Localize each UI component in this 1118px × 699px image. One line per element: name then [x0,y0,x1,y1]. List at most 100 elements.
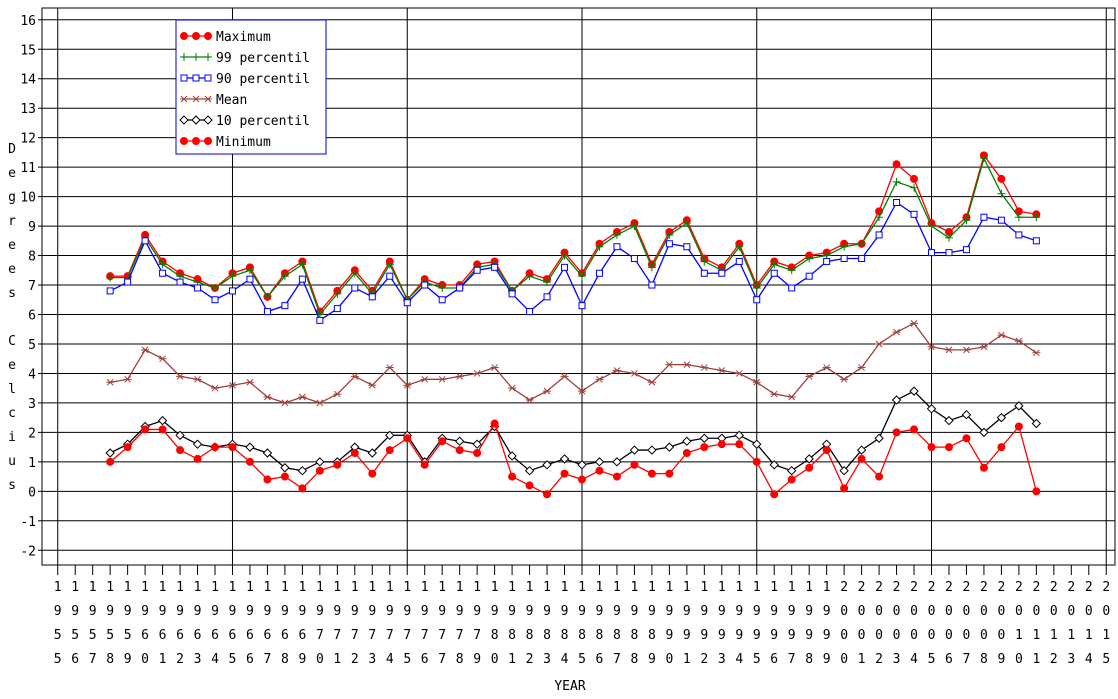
marker [682,449,691,458]
marker [525,272,534,281]
marker [945,249,953,257]
marker [787,393,796,401]
marker [473,266,481,274]
x-tick-label: 2007 [959,580,974,676]
y-tick-label: 1 [28,456,36,471]
marker [298,484,307,493]
marker [735,370,744,377]
x-tick-label: 1980 [487,580,502,676]
marker [559,454,570,464]
marker [297,465,308,476]
legend-box [175,19,327,155]
marker [403,434,412,443]
marker [385,260,394,269]
marker [979,427,989,438]
x-tick-label: 2005 [924,580,939,676]
x-tick-label: 1973 [365,580,380,676]
marker [403,381,412,389]
marker [630,222,639,231]
marker [542,460,552,470]
marker [910,425,919,434]
marker [211,443,220,452]
marker [176,278,184,286]
marker [717,367,726,374]
marker [630,370,639,377]
x-tick-label: 1963 [190,580,205,676]
marker [909,386,919,396]
marker [141,346,150,354]
x-tick-label: 1999 [819,580,834,676]
marker [595,242,604,251]
marker [158,425,167,434]
marker [735,242,744,251]
marker [891,395,902,405]
x-tick-label: 2012 [1046,580,1061,676]
legend: Maximum 99 percentil 90 percentil Mean 10 pe… [175,19,327,155]
marker [787,266,796,275]
y-tick-label: 3 [28,397,36,412]
marker [228,287,236,295]
marker [192,32,200,40]
x-tick-label: 1969 [295,580,310,676]
marker [962,216,971,225]
marker [665,469,674,478]
marker [350,269,359,278]
marker [630,255,638,263]
marker [805,254,814,263]
marker [770,260,779,269]
marker [263,393,272,401]
marker [368,381,377,389]
marker [298,393,307,401]
x-tick-label: 1956 [68,580,83,676]
marker [875,231,883,239]
marker [1031,418,1042,429]
marker [106,378,115,386]
marker [910,183,919,192]
marker [910,319,919,327]
y-tick-label: 8 [28,250,36,265]
x-tick-label: 1964 [208,580,223,676]
marker [858,255,866,263]
marker [718,269,726,277]
marker [752,283,761,292]
marker [490,364,499,371]
series-line [109,201,1037,322]
marker [647,469,656,478]
marker [263,292,272,301]
marker [124,278,132,286]
marker [997,443,1006,452]
marker [438,375,447,383]
y-tick-label: 7 [28,279,36,294]
marker [647,445,657,455]
legend-entry: Mean [180,93,247,108]
x-tick-label: 2003 [889,580,904,676]
y-tick-label: 11 [20,161,36,176]
marker [455,373,464,380]
marker [786,465,797,476]
marker [141,237,149,245]
x-tick-label: 1966 [242,580,257,676]
marker [193,454,202,463]
legend-label: 10 percentil [216,114,310,129]
marker [490,419,499,428]
marker [647,263,656,272]
marker [543,387,552,395]
y-tick-label: 4 [28,367,36,382]
marker [350,373,359,380]
x-tick-label: 1982 [522,580,537,676]
x-tick-label: 1955 [50,580,65,676]
marker [893,199,901,207]
x-tick-label: 1988 [627,580,642,676]
x-tick-label: 2011 [1029,580,1044,676]
marker [664,442,675,452]
marker [525,396,534,404]
marker [157,415,168,426]
marker [204,32,212,40]
legend-label: Mean [216,93,247,108]
marker [997,331,1006,339]
marker [979,463,988,472]
marker [1014,213,1023,222]
marker [561,263,569,271]
marker [594,457,605,467]
marker [456,284,464,292]
